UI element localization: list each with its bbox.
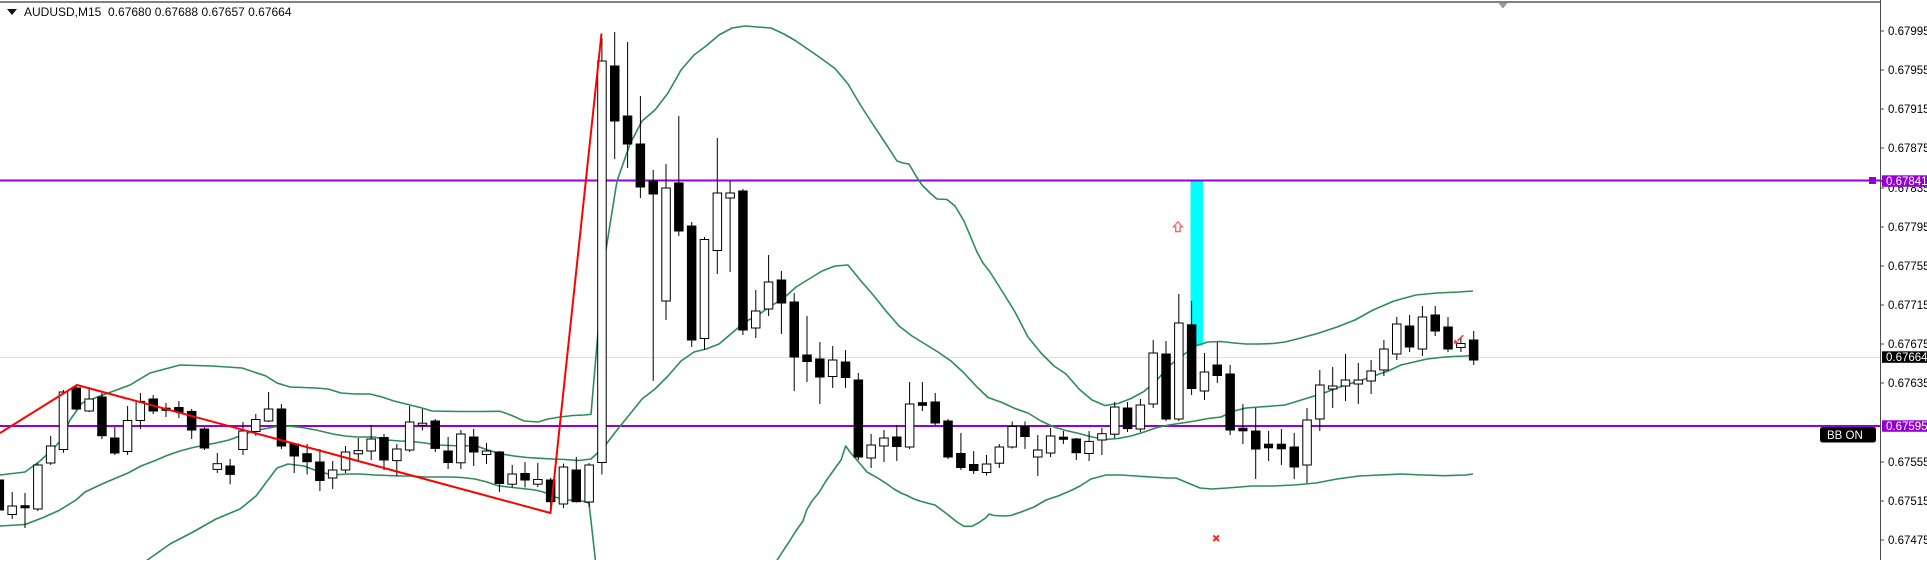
svg-text:0.67755: 0.67755 bbox=[1888, 261, 1927, 273]
svg-text:0.67675: 0.67675 bbox=[1888, 339, 1927, 351]
svg-text:BB ON: BB ON bbox=[1827, 430, 1863, 442]
svg-text:0.67715: 0.67715 bbox=[1888, 300, 1927, 312]
svg-text:0.67664: 0.67664 bbox=[1886, 352, 1927, 364]
svg-text:0.67995: 0.67995 bbox=[1888, 26, 1927, 38]
svg-text:0.67915: 0.67915 bbox=[1888, 104, 1927, 116]
svg-text:0.67875: 0.67875 bbox=[1888, 143, 1927, 155]
svg-text:0.67795: 0.67795 bbox=[1888, 222, 1927, 234]
svg-text:0.67515: 0.67515 bbox=[1888, 496, 1927, 508]
svg-text:AUDUSD,M15 0.67680 0.67688 0.: AUDUSD,M15 0.67680 0.67688 0.67657 0.676… bbox=[24, 5, 292, 19]
svg-text:0.67555: 0.67555 bbox=[1888, 457, 1927, 469]
svg-text:0.67595: 0.67595 bbox=[1886, 421, 1927, 433]
svg-text:0.67635: 0.67635 bbox=[1888, 378, 1927, 390]
svg-text:0.67955: 0.67955 bbox=[1888, 65, 1927, 77]
svg-text:0.67841: 0.67841 bbox=[1886, 176, 1927, 188]
svg-text:0.67475: 0.67475 bbox=[1888, 535, 1927, 547]
